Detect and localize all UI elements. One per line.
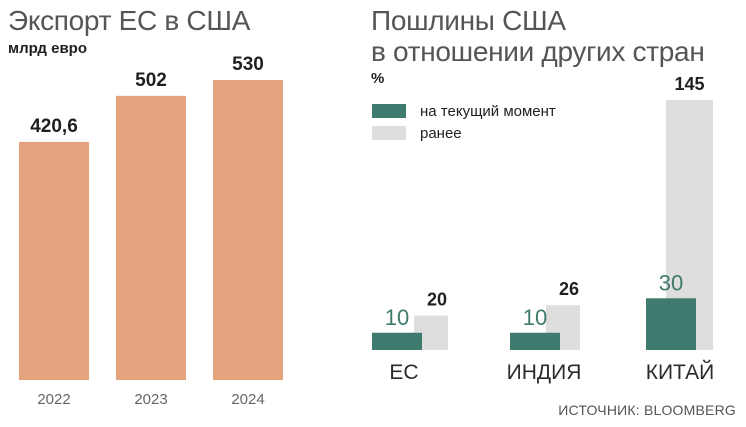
tariff-country-label: КИТАЙ xyxy=(646,360,715,384)
tariff-bar-current-ЕС xyxy=(372,332,422,350)
tariff-bar-current-ИНДИЯ xyxy=(510,332,560,350)
legend-label-current: на текущий момент xyxy=(420,102,556,120)
tariff-current-value-label: 10 xyxy=(523,305,547,330)
export-bar-2022 xyxy=(19,141,89,380)
tariff-previous-value-label: 20 xyxy=(427,290,447,310)
export-chart-title: Экспорт ЕС в США xyxy=(8,5,251,36)
export-value-label: 420,6 xyxy=(30,116,78,137)
source-note: ИСТОЧНИК: BLOOMBERG xyxy=(558,402,736,418)
export-value-label: 530 xyxy=(232,54,264,75)
tariff-current-value-label: 10 xyxy=(385,305,409,330)
tariff-country-label: ЕС xyxy=(389,361,418,384)
tariff-previous-value-label: 145 xyxy=(674,74,704,94)
tariffs-chart-unit: % xyxy=(371,70,385,87)
tariff-current-value-label: 30 xyxy=(659,270,683,295)
export-chart-unit: млрд евро xyxy=(8,40,87,57)
export-year-label: 2023 xyxy=(134,391,167,408)
export-bar-2023 xyxy=(116,95,186,380)
legend-swatch-previous xyxy=(372,126,406,140)
tariffs-chart-title-line1: Пошлины США xyxy=(371,5,566,36)
legend-item-current: на текущий момент xyxy=(372,100,556,122)
legend-label-previous: ранее xyxy=(420,124,462,142)
legend-swatch-current xyxy=(372,104,406,118)
tariff-previous-value-label: 26 xyxy=(559,279,579,299)
tariff-bar-current-КИТАЙ xyxy=(646,298,696,350)
tariffs-legend: на текущий момент ранее xyxy=(372,100,556,144)
tariff-country-label: ИНДИЯ xyxy=(507,361,582,384)
tariffs-chart-title-line2: в отношении других стран xyxy=(371,36,705,67)
export-year-label: 2022 xyxy=(37,391,70,408)
export-bar-2024 xyxy=(213,80,283,380)
export-year-label: 2024 xyxy=(231,391,264,408)
legend-item-previous: ранее xyxy=(372,122,556,144)
export-value-label: 502 xyxy=(135,70,167,91)
